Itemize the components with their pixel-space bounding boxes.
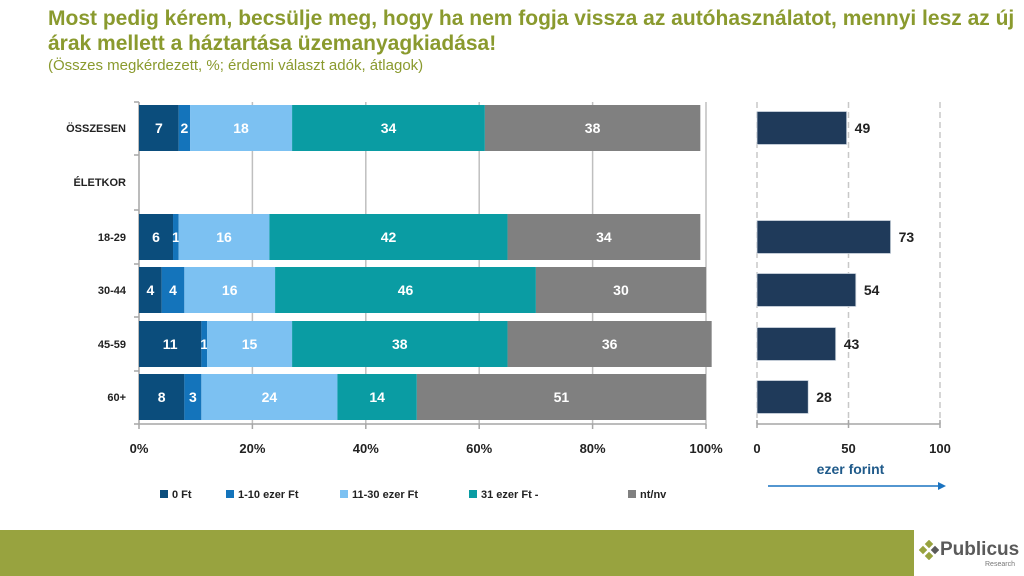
footer-bar bbox=[0, 530, 1024, 576]
x-tick-label: 20% bbox=[239, 441, 265, 456]
bar-segment bbox=[184, 374, 202, 420]
legend-swatch bbox=[340, 490, 348, 498]
data-label: 18 bbox=[233, 120, 249, 136]
category-label: 60+ bbox=[107, 392, 126, 404]
legend-swatch bbox=[226, 490, 234, 498]
bar-segment bbox=[292, 321, 508, 367]
legend-swatch bbox=[628, 490, 636, 498]
data-label: 4 bbox=[169, 282, 177, 298]
bar-segment bbox=[201, 321, 208, 367]
x-tick-label: 100% bbox=[689, 441, 723, 456]
legend-swatch bbox=[160, 490, 168, 498]
data-label: 16 bbox=[216, 229, 232, 245]
bar-segment bbox=[292, 105, 485, 151]
data-label: 8 bbox=[158, 389, 166, 405]
data-label: 36 bbox=[602, 336, 618, 352]
bar-segment bbox=[139, 105, 179, 151]
logo-subtext: Research bbox=[985, 561, 1015, 568]
data-label: 46 bbox=[398, 282, 414, 298]
average-label: 73 bbox=[899, 229, 915, 245]
x-tick-label: 60% bbox=[466, 441, 492, 456]
bar-segment bbox=[201, 374, 338, 420]
bar-segment bbox=[139, 321, 202, 367]
data-label: 1 bbox=[172, 229, 180, 245]
category-label: ÉLETKOR bbox=[73, 176, 126, 189]
average-label: 43 bbox=[844, 336, 860, 352]
category-label: 45-59 bbox=[98, 339, 126, 351]
data-label: 15 bbox=[242, 336, 258, 352]
data-label: 4 bbox=[146, 282, 154, 298]
bar-segment bbox=[178, 214, 270, 260]
bar-segment bbox=[484, 105, 701, 151]
data-label: 34 bbox=[381, 120, 397, 136]
bar-segment bbox=[161, 267, 185, 313]
average-bar bbox=[756, 111, 848, 145]
data-label: 14 bbox=[369, 389, 385, 405]
logo-text: Publicus bbox=[940, 539, 1020, 560]
bar-segment bbox=[416, 374, 706, 420]
legend-label: nt/nv bbox=[640, 489, 667, 501]
data-label: 42 bbox=[381, 229, 397, 245]
data-label: 38 bbox=[585, 120, 601, 136]
x-tick-label: 80% bbox=[580, 441, 606, 456]
bar-segment bbox=[139, 267, 162, 313]
legend-swatch bbox=[469, 490, 477, 498]
bar-segment bbox=[269, 214, 508, 260]
bar-segment bbox=[207, 321, 293, 367]
category-label: 18-29 bbox=[98, 232, 126, 244]
bar-segment bbox=[139, 214, 174, 260]
data-label: 7 bbox=[155, 120, 163, 136]
average-label: 54 bbox=[864, 282, 880, 298]
x-tick-label: 40% bbox=[353, 441, 379, 456]
average-bar bbox=[756, 220, 891, 254]
legend-label: 1-10 ezer Ft bbox=[238, 489, 299, 501]
bar-segment bbox=[173, 214, 179, 260]
average-bar bbox=[756, 327, 837, 361]
bar-segment bbox=[139, 374, 185, 420]
bar-segment bbox=[190, 105, 293, 151]
x-tick-label: 0 bbox=[753, 441, 760, 456]
data-label: 38 bbox=[392, 336, 408, 352]
bar-segment bbox=[178, 105, 191, 151]
chart-subtitle: (Összes megkérdezett, %; érdemi választ … bbox=[48, 57, 424, 74]
bar-segment bbox=[184, 267, 276, 313]
data-label: 2 bbox=[180, 120, 188, 136]
category-label: 30-44 bbox=[98, 285, 127, 297]
average-bar bbox=[756, 380, 809, 414]
publicus-logo-icon bbox=[919, 540, 939, 560]
bar-segment bbox=[275, 267, 536, 313]
x-tick-label: 50 bbox=[841, 441, 855, 456]
average-bar bbox=[756, 273, 857, 307]
average-label: 49 bbox=[855, 120, 871, 136]
data-label: 3 bbox=[189, 389, 197, 405]
legend-label: 31 ezer Ft - bbox=[481, 489, 539, 501]
arrow-head-icon bbox=[938, 482, 946, 490]
bar-segment bbox=[535, 267, 706, 313]
data-label: 30 bbox=[613, 282, 629, 298]
chart-canvas: 0% 20% 40% 60% 80% 100%ÖSSZESEN 7 2 18 34 38ÉLETKO… bbox=[66, 101, 951, 501]
bar-segment bbox=[507, 214, 701, 260]
data-label: 6 bbox=[152, 229, 160, 245]
legend-label: 0 Ft bbox=[172, 489, 192, 501]
x-axis-title: ezer forint bbox=[817, 461, 885, 477]
legend-label: 11-30 ezer Ft bbox=[352, 489, 418, 501]
average-label: 28 bbox=[816, 389, 832, 405]
data-label: 11 bbox=[163, 336, 178, 352]
logo-area bbox=[914, 530, 1024, 576]
chart-title: Most pedig kérem, becsülje meg, hogy ha … bbox=[48, 7, 1015, 55]
x-tick-label: 0% bbox=[130, 441, 149, 456]
data-label: 51 bbox=[554, 389, 570, 405]
data-label: 1 bbox=[200, 336, 208, 352]
x-tick-label: 100 bbox=[929, 441, 951, 456]
data-label: 34 bbox=[596, 229, 612, 245]
data-label: 24 bbox=[262, 389, 278, 405]
data-label: 16 bbox=[222, 282, 238, 298]
category-label: ÖSSZESEN bbox=[66, 122, 126, 135]
bar-segment bbox=[337, 374, 417, 420]
bar-segment bbox=[507, 321, 712, 367]
